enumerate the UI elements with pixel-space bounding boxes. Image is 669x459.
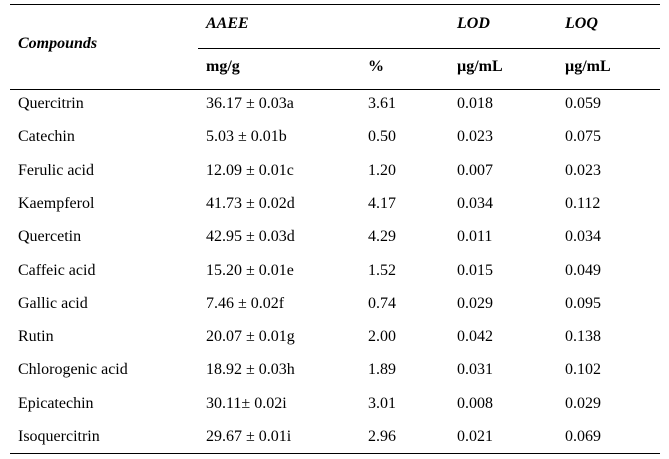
aaee-percent-cell: 0.74: [368, 295, 396, 312]
loq-cell: 0.059: [565, 95, 601, 112]
aaee-mg-cell: 7.46 ± 0.02f: [206, 295, 285, 312]
table-top-rule: [10, 4, 660, 5]
lod-cell: 0.034: [457, 195, 493, 212]
loq-cell: 0.034: [565, 228, 601, 245]
aaee-percent-cell: 3.61: [368, 95, 396, 112]
header-bottom-rule: [10, 89, 660, 90]
compound-name-cell: Caffeic acid: [18, 262, 96, 279]
table-bottom-rule: [10, 453, 660, 454]
aaee-mg-cell: 29.67 ± 0.01i: [206, 428, 292, 445]
loq-cell: 0.049: [565, 262, 601, 279]
aaee-mg-cell: 20.07 ± 0.01g: [206, 328, 295, 345]
lod-cell: 0.011: [457, 228, 493, 245]
lod-unit: µg/mL: [457, 58, 503, 75]
aaee-percent-unit: %: [368, 58, 384, 75]
aaee-percent-cell: 2.96: [368, 428, 396, 445]
header-sub-rule: [198, 48, 660, 49]
compound-name-cell: Ferulic acid: [18, 162, 94, 179]
lod-cell: 0.021: [457, 428, 493, 445]
aaee-mg-cell: 15.20 ± 0.01e: [206, 262, 294, 279]
loq-cell: 0.075: [565, 128, 601, 145]
lod-cell: 0.031: [457, 361, 493, 378]
loq-cell: 0.112: [565, 195, 601, 212]
lod-cell: 0.018: [457, 95, 493, 112]
compound-name-cell: Rutin: [18, 328, 54, 345]
compound-name-cell: Epicatechin: [18, 395, 94, 412]
lod-cell: 0.023: [457, 128, 493, 145]
aaee-percent-cell: 1.52: [368, 262, 396, 279]
aaee-mg-cell: 18.92 ± 0.03h: [206, 361, 295, 378]
loq-cell: 0.069: [565, 428, 601, 445]
aaee-percent-cell: 4.29: [368, 228, 396, 245]
aaee-mg-cell: 5.03 ± 0.01b: [206, 128, 287, 145]
loq-header: LOQ: [565, 15, 598, 32]
loq-unit: µg/mL: [565, 58, 611, 75]
aaee-mg-cell: 30.11± 0.02i: [206, 395, 287, 412]
compound-name-cell: Catechin: [18, 128, 75, 145]
aaee-percent-cell: 3.01: [368, 395, 396, 412]
compound-name-cell: Quercitrin: [18, 95, 84, 112]
aaee-mg-cell: 42.95 ± 0.03d: [206, 228, 295, 245]
loq-cell: 0.138: [565, 328, 601, 345]
aaee-mg-cell: 12.09 ± 0.01c: [206, 162, 294, 179]
aaee-percent-cell: 4.17: [368, 195, 396, 212]
loq-cell: 0.023: [565, 162, 601, 179]
aaee-percent-cell: 0.50: [368, 128, 396, 145]
compound-name-cell: Kaempferol: [18, 195, 95, 212]
lod-cell: 0.029: [457, 295, 493, 312]
aaee-mg-cell: 41.73 ± 0.02d: [206, 195, 295, 212]
compound-name-cell: Isoquercitrin: [18, 428, 100, 445]
lod-cell: 0.007: [457, 162, 493, 179]
loq-cell: 0.095: [565, 295, 601, 312]
loq-cell: 0.102: [565, 361, 601, 378]
loq-cell: 0.029: [565, 395, 601, 412]
lod-header: LOD: [457, 15, 490, 32]
aaee-mg-unit: mg/g: [206, 58, 240, 75]
compound-name-cell: Quercetin: [18, 228, 82, 245]
compound-name-cell: Gallic acid: [18, 295, 88, 312]
compounds-header: Compounds: [18, 35, 98, 52]
compound-name-cell: Chlorogenic acid: [18, 361, 128, 378]
aaee-percent-cell: 1.89: [368, 361, 396, 378]
aaee-header: AAEE: [206, 15, 249, 32]
lod-cell: 0.008: [457, 395, 493, 412]
aaee-mg-cell: 36.17 ± 0.03a: [206, 95, 294, 112]
aaee-percent-cell: 1.20: [368, 162, 396, 179]
lod-cell: 0.042: [457, 328, 493, 345]
lod-cell: 0.015: [457, 262, 493, 279]
aaee-percent-cell: 2.00: [368, 328, 396, 345]
